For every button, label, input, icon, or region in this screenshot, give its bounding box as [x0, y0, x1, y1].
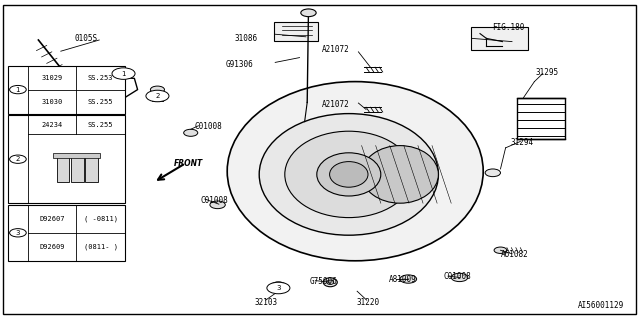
FancyBboxPatch shape	[152, 91, 163, 101]
Text: 0105S: 0105S	[75, 34, 98, 43]
Ellipse shape	[330, 162, 368, 187]
Text: FIG.180: FIG.180	[493, 23, 525, 32]
Text: 3: 3	[276, 285, 281, 291]
Ellipse shape	[327, 280, 334, 284]
Ellipse shape	[274, 284, 283, 290]
Text: A61082: A61082	[501, 250, 529, 259]
Text: A81009: A81009	[389, 276, 417, 284]
Text: C01008: C01008	[194, 122, 222, 131]
Ellipse shape	[259, 114, 438, 235]
Text: D92607: D92607	[40, 216, 65, 222]
Text: 1: 1	[121, 71, 126, 76]
Ellipse shape	[323, 278, 337, 287]
Text: A21072: A21072	[322, 100, 350, 108]
Text: SS.253: SS.253	[88, 75, 113, 81]
Ellipse shape	[227, 82, 483, 261]
Circle shape	[184, 129, 198, 136]
FancyBboxPatch shape	[85, 156, 97, 182]
FancyBboxPatch shape	[471, 27, 528, 50]
Ellipse shape	[362, 146, 438, 203]
Circle shape	[10, 85, 26, 94]
FancyBboxPatch shape	[8, 115, 125, 203]
Text: A21072: A21072	[322, 45, 350, 54]
Ellipse shape	[317, 153, 381, 196]
Text: G91306: G91306	[226, 60, 254, 68]
Circle shape	[451, 273, 468, 282]
FancyBboxPatch shape	[274, 22, 318, 41]
Text: 31029: 31029	[42, 75, 63, 81]
Text: ( -0811): ( -0811)	[84, 216, 118, 222]
Circle shape	[116, 70, 131, 77]
Text: D92609: D92609	[40, 244, 65, 250]
Ellipse shape	[285, 131, 413, 218]
Text: 31030: 31030	[42, 99, 63, 105]
FancyBboxPatch shape	[8, 66, 125, 114]
Text: 3: 3	[15, 230, 20, 236]
Text: SS.255: SS.255	[88, 122, 113, 128]
Circle shape	[112, 68, 135, 79]
Text: AI56001129: AI56001129	[578, 301, 624, 310]
Circle shape	[150, 86, 164, 93]
Text: 31086: 31086	[235, 34, 258, 43]
Text: FRONT: FRONT	[174, 159, 204, 168]
Text: 31295: 31295	[536, 68, 559, 76]
Circle shape	[485, 169, 500, 177]
Text: 1: 1	[15, 87, 20, 92]
FancyBboxPatch shape	[70, 156, 83, 182]
Circle shape	[210, 201, 225, 209]
FancyBboxPatch shape	[54, 153, 100, 158]
Circle shape	[400, 275, 417, 283]
Text: (0811- ): (0811- )	[84, 244, 118, 250]
Text: 32103: 32103	[254, 298, 277, 307]
Text: 31220: 31220	[356, 298, 380, 307]
Circle shape	[267, 282, 290, 294]
Text: 2: 2	[16, 156, 20, 162]
Circle shape	[146, 90, 169, 102]
FancyBboxPatch shape	[8, 205, 125, 261]
Circle shape	[10, 229, 26, 237]
Text: C01008: C01008	[444, 272, 472, 281]
Text: 2: 2	[156, 93, 159, 99]
Circle shape	[10, 155, 26, 164]
Circle shape	[301, 9, 316, 17]
Text: G75006: G75006	[309, 277, 337, 286]
Circle shape	[494, 247, 507, 253]
FancyBboxPatch shape	[57, 156, 69, 182]
Text: C01008: C01008	[200, 196, 228, 204]
FancyBboxPatch shape	[3, 5, 636, 314]
Text: 24234: 24234	[42, 122, 63, 128]
Ellipse shape	[270, 282, 287, 292]
Text: 31294: 31294	[510, 138, 533, 147]
Text: SS.255: SS.255	[88, 99, 113, 105]
